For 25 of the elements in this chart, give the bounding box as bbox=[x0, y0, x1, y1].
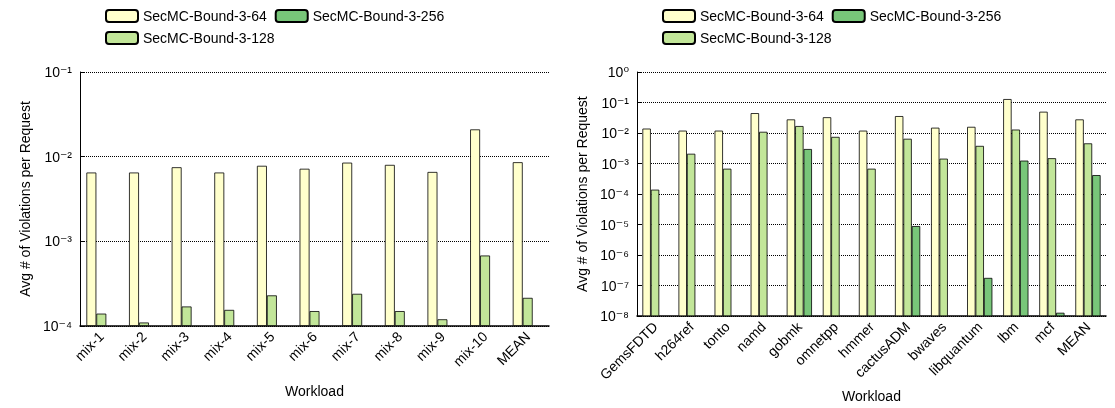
y-tick-label: 10⁻³ bbox=[44, 233, 73, 250]
legend-label: SecMC-Bound-3-128 bbox=[700, 30, 832, 46]
y-tick-label: 10⁻² bbox=[601, 125, 630, 142]
y-tick-label: 10⁻³ bbox=[601, 155, 630, 172]
y-tick-label: 10⁻⁸ bbox=[600, 308, 630, 325]
legend-label: SecMC-Bound-3-64 bbox=[700, 8, 824, 24]
legend-label: SecMC-Bound-3-256 bbox=[869, 8, 1002, 24]
y-tick-label: 10⁻⁴ bbox=[600, 186, 629, 203]
x-tick-label: mcf bbox=[1030, 318, 1058, 346]
y-axis-title: Avg # of Violations per Request bbox=[574, 96, 590, 292]
y-tick-label: 10⁻² bbox=[44, 148, 73, 165]
y-axis-title: Avg # of Violations per Request bbox=[17, 101, 33, 297]
y-tick-label: 10⁻⁴ bbox=[43, 318, 72, 334]
x-axis-title: Workload bbox=[842, 388, 901, 404]
x-tick-label: lbm bbox=[994, 318, 1022, 346]
y-tick-label: 10⁻¹ bbox=[601, 94, 630, 111]
y-tick-label: 10⁻⁶ bbox=[600, 247, 629, 264]
y-tick-label: 10⁻⁵ bbox=[600, 216, 629, 233]
legend-label: SecMC-Bound-3-64 bbox=[143, 8, 267, 24]
legend-label: SecMC-Bound-3-128 bbox=[143, 30, 275, 46]
y-tick-label: 10⁰ bbox=[607, 64, 630, 80]
y-tick-label: 10⁻⁷ bbox=[600, 277, 629, 294]
x-axis-title: Workload bbox=[285, 383, 344, 399]
y-tick-label: 10⁻¹ bbox=[44, 64, 73, 80]
legend-label: SecMC-Bound-3-256 bbox=[312, 8, 445, 24]
